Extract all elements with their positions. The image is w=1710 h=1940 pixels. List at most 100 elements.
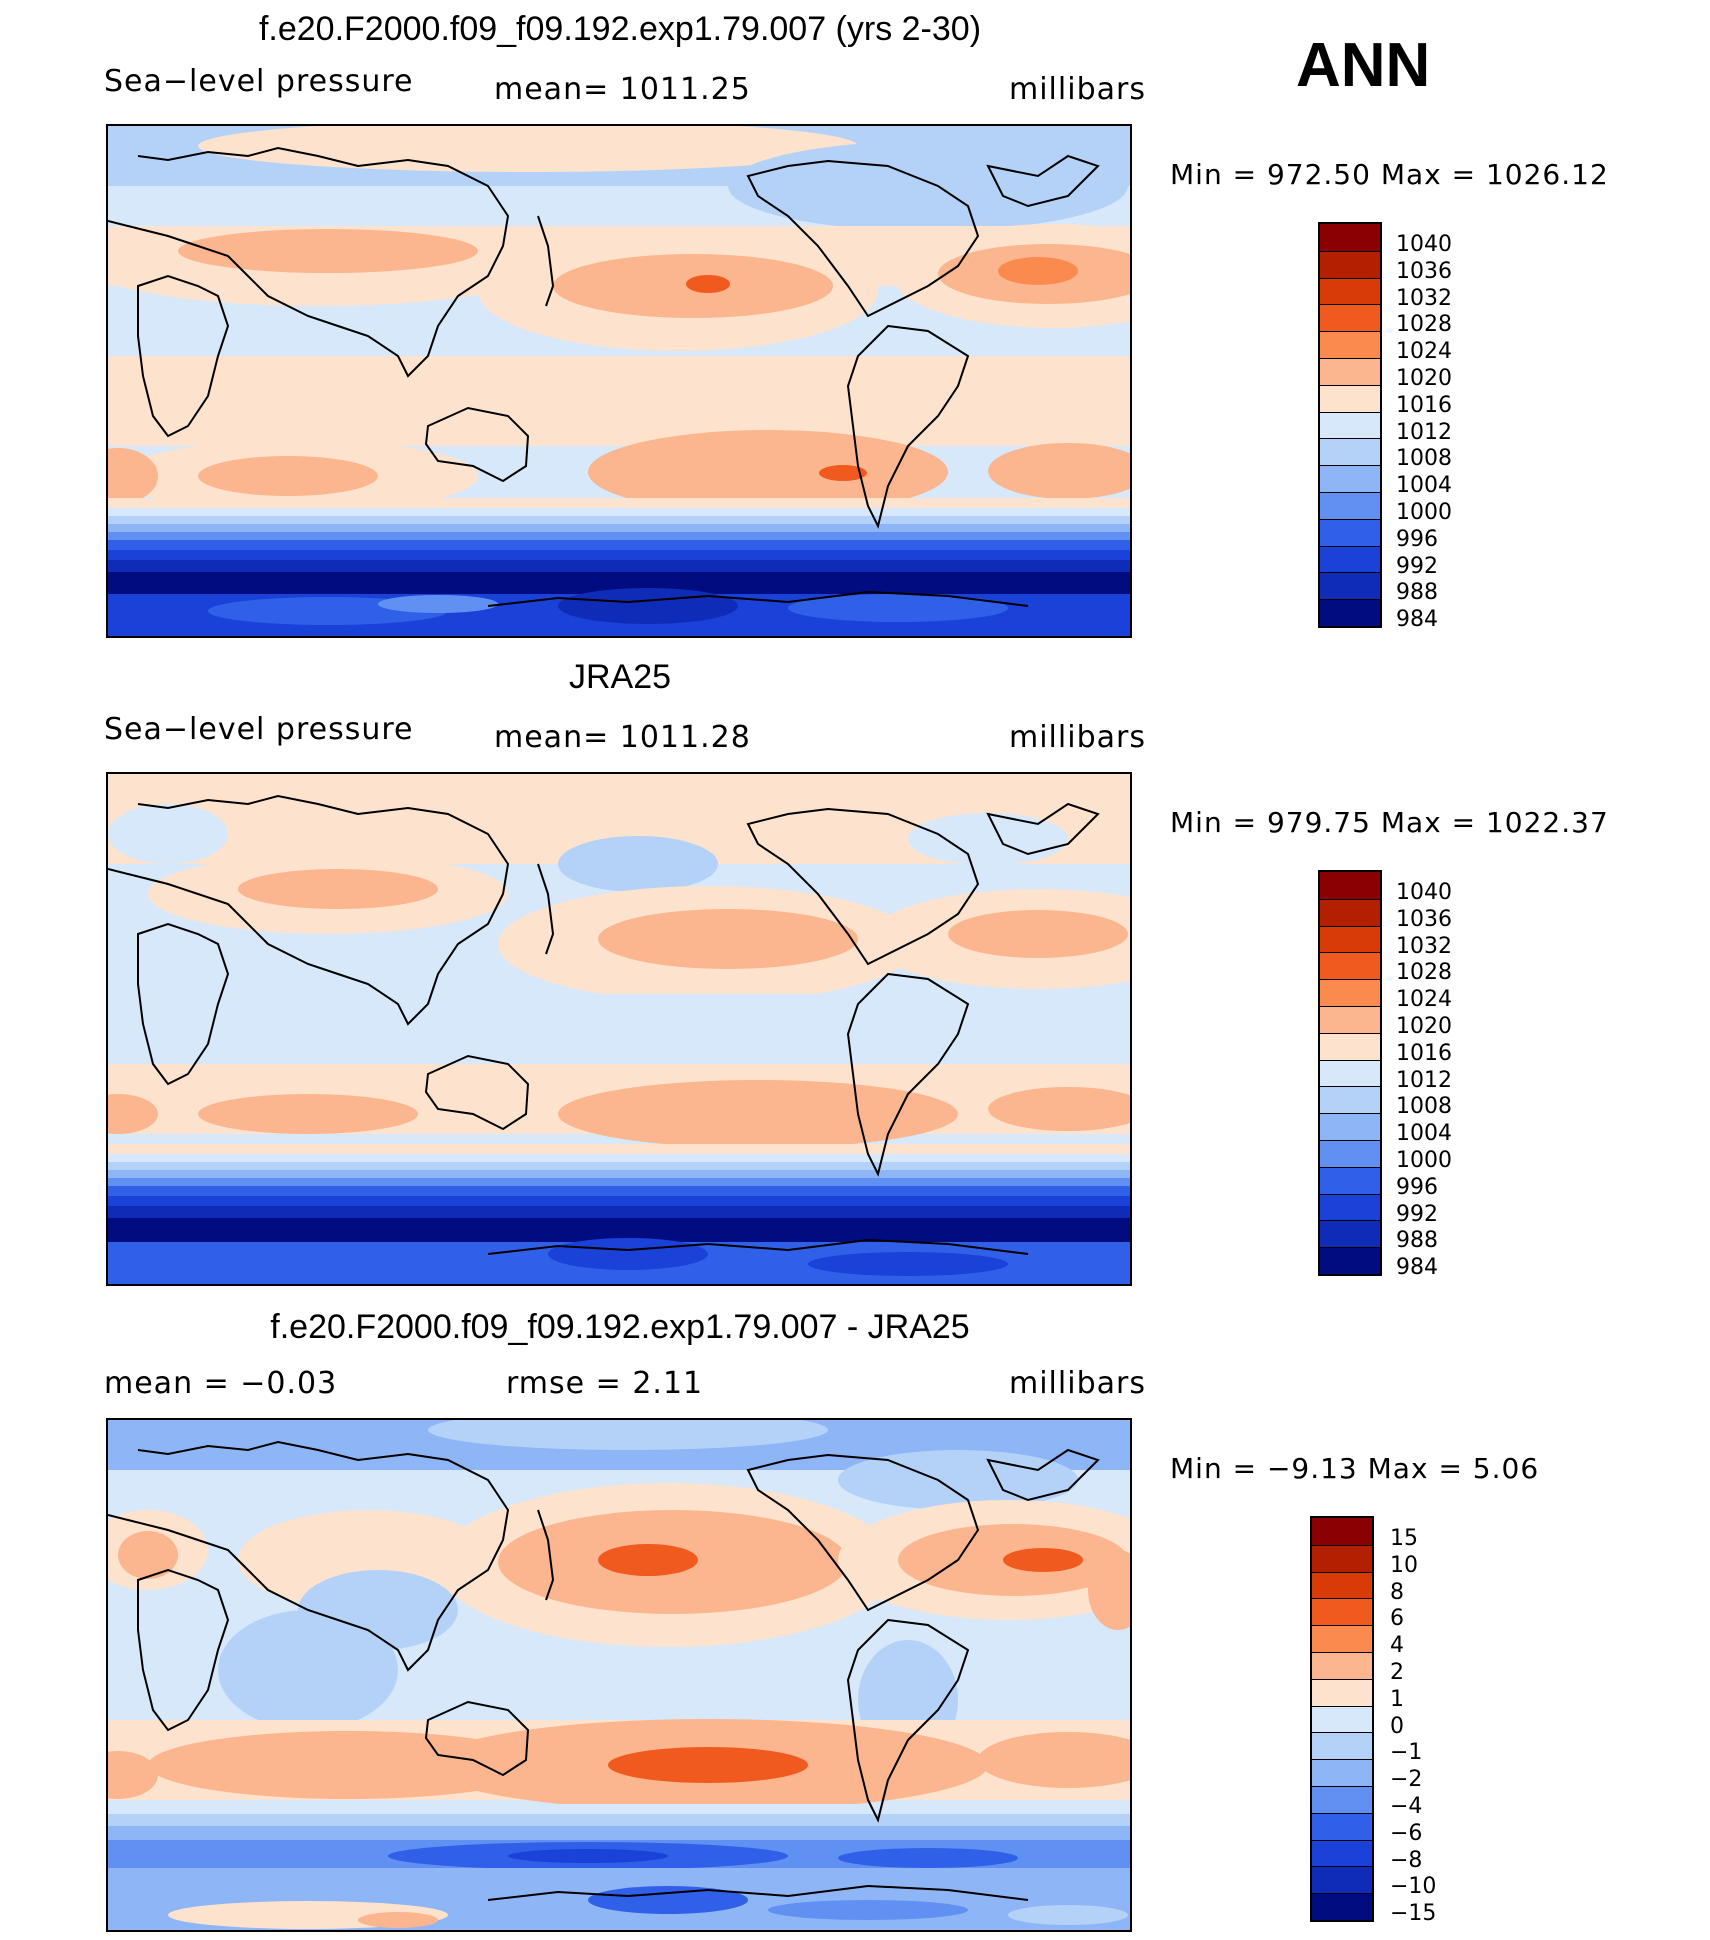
colorbar-tick-label: 1020: [1396, 366, 1452, 391]
colorbar-swatch: [1320, 277, 1380, 305]
colorbar-swatch: [1320, 545, 1380, 573]
colorbar-tick-label: 996: [1396, 1174, 1438, 1200]
colorbar-tick-label: −8: [1390, 1847, 1423, 1873]
colorbar-tick-label: 992: [1396, 553, 1438, 579]
colorbar-swatch: [1320, 411, 1380, 439]
panel-diff-mean-label: mean = −0.03: [104, 1366, 338, 1401]
colorbar-swatch: [1320, 872, 1380, 899]
colorbar-swatch: [1312, 1759, 1372, 1786]
colorbar-swatch: [1320, 465, 1380, 492]
colorbar-tick-label: 0: [1390, 1713, 1404, 1739]
colorbar-tick-label: 1040: [1396, 232, 1452, 257]
colorbar-swatch: [1320, 492, 1380, 519]
panel-diff-rmse-label: rmse = 2.11: [506, 1366, 704, 1401]
colorbar-tick-label: 1036: [1396, 258, 1452, 284]
colorbar-tick-label: 1016: [1396, 1040, 1452, 1066]
colorbar-swatch: [1320, 1006, 1380, 1033]
colorbar-tick-label: 1008: [1396, 446, 1452, 472]
colorbar-swatch: [1320, 1247, 1380, 1274]
colorbar-swatch: [1320, 925, 1380, 953]
panel-obs-colorbar-labels: 1040 1036 1032 1028 1024 1020 1016 1012 1008 1004…: [1396, 880, 1486, 1279]
colorbar-tick-label: 1: [1390, 1686, 1404, 1712]
colorbar-tick-label: 1004: [1396, 1121, 1452, 1147]
colorbar-tick-label: 1016: [1396, 392, 1452, 418]
colorbar-swatch: [1320, 1220, 1380, 1248]
panel-diff-title: f.e20.F2000.f09_f09.192.exp1.79.007 - JR…: [270, 1308, 970, 1346]
colorbar-swatch: [1320, 331, 1380, 358]
panel-model-colorbar: [1318, 222, 1382, 628]
colorbar-tick-label: 988: [1396, 1228, 1438, 1254]
colorbar-tick-label: 6: [1390, 1606, 1404, 1632]
colorbar-swatch: [1312, 1652, 1372, 1679]
panel-model-title: f.e20.F2000.f09_f09.192.exp1.79.007 (yrs…: [258, 10, 982, 48]
colorbar-swatch: [1320, 1193, 1380, 1221]
panel-model-minmax: Min = 972.50 Max = 1026.12: [1170, 158, 1609, 191]
colorbar-tick-label: 1008: [1396, 1094, 1452, 1120]
colorbar-tick-label: 10: [1390, 1552, 1418, 1578]
colorbar-swatch: [1312, 1705, 1372, 1733]
colorbar-swatch: [1320, 1140, 1380, 1167]
colorbar-tick-label: 1024: [1396, 987, 1452, 1013]
panel-diff-colorbar: [1310, 1516, 1374, 1922]
colorbar-tick-label: 1028: [1396, 960, 1452, 986]
colorbar-swatch: [1320, 358, 1380, 385]
season-label: ANN: [1296, 31, 1431, 100]
colorbar-tick-label: −4: [1390, 1794, 1423, 1819]
panel-model-map: [106, 124, 1132, 638]
colorbar-swatch: [1320, 518, 1380, 546]
panel-obs-minmax: Min = 979.75 Max = 1022.37: [1170, 806, 1609, 839]
panel-diff-minmax: Min = −9.13 Max = 5.06: [1170, 1452, 1540, 1485]
colorbar-swatch: [1320, 224, 1380, 251]
colorbar-tick-label: 1024: [1396, 339, 1452, 365]
colorbar-tick-label: 1004: [1396, 473, 1452, 499]
colorbar-tick-label: 1028: [1396, 312, 1452, 338]
colorbar-swatch: [1320, 979, 1380, 1006]
panel-obs-variable-label: Sea−level pressure: [104, 712, 414, 747]
panel-obs-title: JRA25: [568, 658, 672, 696]
panel-obs-map: [106, 772, 1132, 1286]
panel-obs-colorbar: [1318, 870, 1382, 1276]
colorbar-tick-label: 1040: [1396, 880, 1452, 905]
colorbar-tick-label: 984: [1396, 1255, 1438, 1281]
colorbar-swatch: [1312, 1544, 1372, 1572]
panel-model-colorbar-labels: 1040 1036 1032 1028 1024 1020 1016 1012 1008 1004…: [1396, 232, 1486, 631]
colorbar-tick-label: −1: [1390, 1740, 1423, 1766]
colorbar-swatch: [1320, 1059, 1380, 1087]
colorbar-tick-label: 1020: [1396, 1014, 1452, 1039]
colorbar-swatch: [1312, 1893, 1372, 1920]
panel-model-units: millibars: [1009, 72, 1146, 107]
colorbar-swatch: [1312, 1732, 1372, 1760]
colorbar-swatch: [1320, 438, 1380, 466]
colorbar-tick-label: 1000: [1396, 1148, 1452, 1173]
colorbar-swatch: [1320, 1032, 1380, 1060]
colorbar-swatch: [1320, 384, 1380, 412]
colorbar-swatch: [1320, 572, 1380, 600]
colorbar-tick-label: 1032: [1396, 285, 1452, 311]
colorbar-swatch: [1320, 898, 1380, 926]
panel-diff-units: millibars: [1009, 1366, 1146, 1401]
panel-model-variable-label: Sea−level pressure: [104, 64, 414, 99]
colorbar-tick-label: 988: [1396, 580, 1438, 606]
colorbar-swatch: [1312, 1678, 1372, 1706]
panel-diff-colorbar-labels: 15 10 8 6 4 2 1 0 −1 −2 −4 −6 −8 −10 −15: [1390, 1528, 1480, 1925]
colorbar-tick-label: 8: [1390, 1579, 1404, 1605]
colorbar-swatch: [1320, 250, 1380, 278]
colorbar-swatch: [1312, 1598, 1372, 1626]
colorbar-tick-label: 992: [1396, 1201, 1438, 1227]
colorbar-swatch: [1320, 1166, 1380, 1194]
colorbar-tick-label: −10: [1390, 1874, 1437, 1900]
colorbar-swatch: [1312, 1518, 1372, 1545]
colorbar-tick-label: 1036: [1396, 906, 1452, 932]
colorbar-swatch: [1312, 1812, 1372, 1840]
colorbar-swatch: [1312, 1786, 1372, 1813]
colorbar-swatch: [1312, 1839, 1372, 1867]
colorbar-tick-label: 1032: [1396, 933, 1452, 959]
colorbar-tick-label: −6: [1390, 1820, 1423, 1846]
colorbar-swatch: [1320, 1113, 1380, 1140]
colorbar-swatch: [1320, 599, 1380, 626]
panel-obs-mean-label: mean= 1011.28: [494, 720, 751, 755]
colorbar-tick-label: 1012: [1396, 419, 1452, 445]
colorbar-tick-label: 996: [1396, 526, 1438, 552]
colorbar-swatch: [1320, 304, 1380, 332]
colorbar-swatch: [1320, 1086, 1380, 1114]
